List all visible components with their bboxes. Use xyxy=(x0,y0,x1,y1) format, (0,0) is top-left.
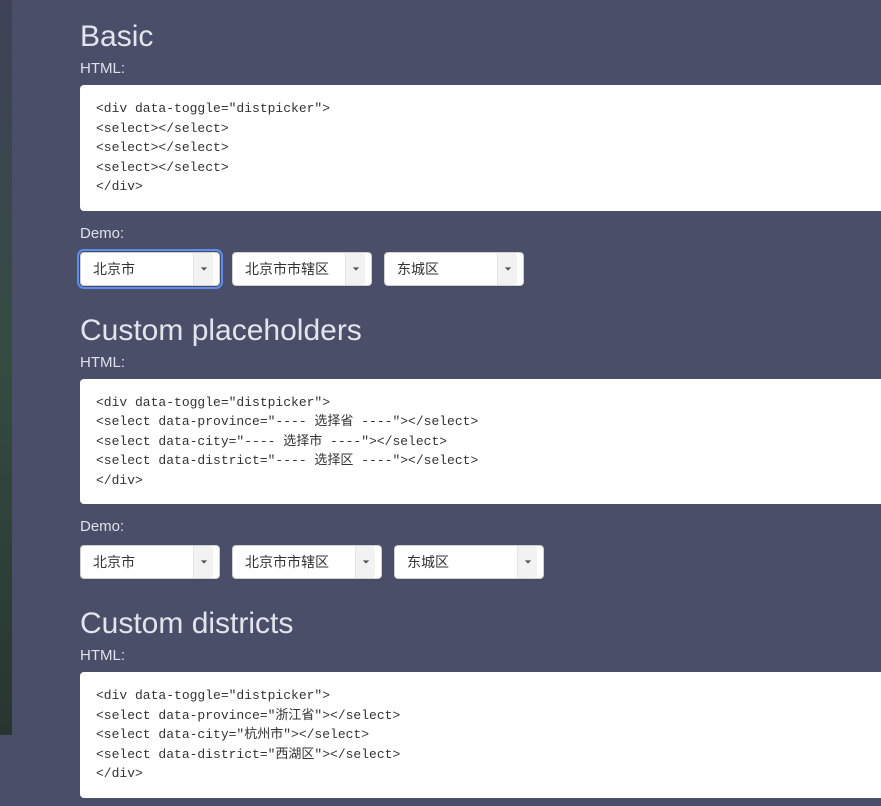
section-title-basic: Basic xyxy=(80,20,881,54)
demo-row-basic: 北京市 北京市市辖区 东城区 xyxy=(80,252,881,286)
province-select-custom-placeholders[interactable]: 北京市 xyxy=(80,545,220,579)
demo-label-basic: Demo: xyxy=(80,225,881,242)
demo-label-custom-placeholders: Demo: xyxy=(80,518,881,535)
city-select-basic[interactable]: 北京市市辖区 xyxy=(232,252,372,286)
chevron-down-icon xyxy=(345,253,365,285)
section-title-custom-districts: Custom districts xyxy=(80,607,881,641)
chevron-down-icon xyxy=(193,253,213,285)
demo-row-custom-placeholders: 北京市 北京市市辖区 东城区 xyxy=(80,545,881,579)
city-value: 北京市市辖区 xyxy=(245,259,329,279)
chevron-down-icon xyxy=(355,546,375,578)
district-value: 东城区 xyxy=(397,259,439,279)
province-value: 北京市 xyxy=(93,552,135,572)
chevron-down-icon xyxy=(193,546,213,578)
main-content: Basic HTML: <div data-toggle="distpicker… xyxy=(80,0,881,798)
section-custom-placeholders: Custom placeholders HTML: <div data-togg… xyxy=(80,314,881,580)
city-value: 北京市市辖区 xyxy=(245,552,329,572)
district-value: 东城区 xyxy=(407,552,449,572)
chevron-down-icon xyxy=(497,253,517,285)
section-title-custom-placeholders: Custom placeholders xyxy=(80,314,881,348)
code-block-basic: <div data-toggle="distpicker"> <select><… xyxy=(80,85,881,211)
background-edge xyxy=(0,0,12,735)
city-select-custom-placeholders[interactable]: 北京市市辖区 xyxy=(232,545,382,579)
district-select-custom-placeholders[interactable]: 东城区 xyxy=(394,545,544,579)
section-custom-districts: Custom districts HTML: <div data-toggle=… xyxy=(80,607,881,798)
province-value: 北京市 xyxy=(93,259,135,279)
district-select-basic[interactable]: 东城区 xyxy=(384,252,524,286)
chevron-down-icon xyxy=(517,546,537,578)
code-block-custom-placeholders: <div data-toggle="distpicker"> <select d… xyxy=(80,379,881,505)
html-label-custom-placeholders: HTML: xyxy=(80,354,881,371)
html-label-custom-districts: HTML: xyxy=(80,647,881,664)
html-label-basic: HTML: xyxy=(80,60,881,77)
section-basic: Basic HTML: <div data-toggle="distpicker… xyxy=(80,20,881,286)
province-select-basic[interactable]: 北京市 xyxy=(80,252,220,286)
